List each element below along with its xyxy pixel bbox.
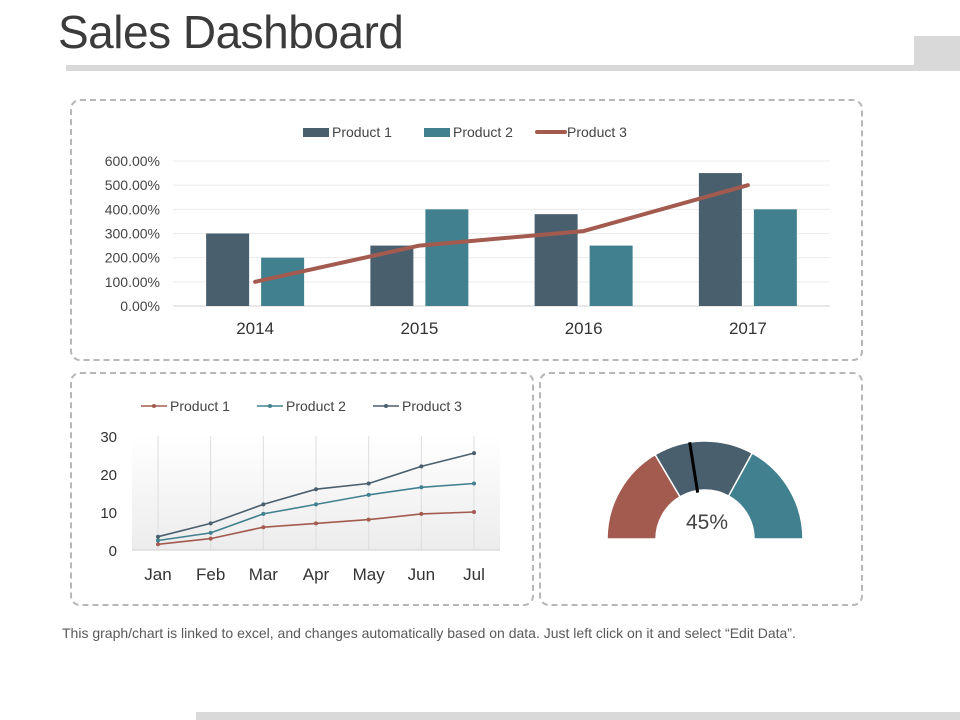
data-point: [472, 481, 476, 486]
data-point: [261, 525, 266, 530]
data-point: [156, 542, 160, 547]
gauge-needle: [688, 441, 700, 493]
data-point: [261, 511, 266, 516]
data-point: [472, 510, 476, 514]
y-tick-label: 100.00%: [105, 274, 160, 290]
data-point: [366, 481, 371, 486]
data-point: [208, 536, 213, 541]
bar-product-2: [425, 209, 469, 306]
bar-chart: 0.00% 100.00% 200.00% 300.00% 400.00% 500.00%…: [105, 124, 830, 338]
legend-label: Product 3: [567, 124, 627, 140]
y-tick-label: 400.00%: [105, 201, 160, 217]
legend-label: Product 3: [402, 398, 462, 414]
data-point: [314, 502, 318, 507]
x-tick-label: 2017: [729, 319, 767, 338]
legend-label: Product 2: [286, 398, 346, 414]
title-underline: [66, 65, 914, 71]
data-point: [314, 487, 318, 492]
data-point: [156, 538, 160, 543]
data-point: [366, 492, 371, 497]
x-tick-label: Jun: [408, 565, 435, 584]
y-tick-label: 30: [100, 429, 117, 446]
y-tick-label: 0.00%: [120, 298, 160, 314]
data-point: [208, 521, 213, 526]
x-tick-label: 2014: [236, 319, 274, 338]
x-tick-label: 2016: [565, 319, 603, 338]
y-tick-label: 300.00%: [105, 226, 160, 242]
footnote-text: This graph/chart is linked to excel, and…: [62, 625, 796, 641]
legend-label: Product 2: [453, 124, 513, 140]
x-tick-label: Jul: [463, 565, 485, 584]
data-point: [419, 464, 424, 469]
x-tick-label: Feb: [196, 565, 225, 584]
x-tick-label: May: [353, 565, 386, 584]
legend-swatch: [424, 128, 450, 137]
data-point: [419, 485, 424, 490]
x-tick-label: Jan: [144, 565, 171, 584]
bar-product-2: [261, 257, 305, 306]
legend-marker: [384, 404, 388, 408]
y-tick-label: 500.00%: [105, 177, 160, 193]
data-point: [472, 451, 476, 456]
y-tick-label: 0: [109, 543, 117, 560]
line-chart-panel[interactable]: [70, 372, 534, 606]
data-point: [208, 530, 213, 535]
bar-product-1: [534, 214, 578, 306]
y-tick-label: 200.00%: [105, 250, 160, 266]
legend-swatch: [303, 128, 329, 137]
bar-product-1: [206, 233, 250, 306]
legend-label: Product 1: [170, 398, 230, 414]
line-chart: Jan Feb Mar Apr May Jun Jul 0 10 20 30 Product 1 Pro…: [100, 398, 500, 584]
data-point: [314, 521, 318, 526]
legend-marker: [152, 404, 156, 408]
gauge-panel[interactable]: [539, 372, 863, 606]
data-point: [419, 511, 424, 516]
x-tick-label: Apr: [303, 565, 330, 584]
bar-chart-panel[interactable]: [70, 99, 863, 361]
page-title: Sales Dashboard: [58, 6, 404, 58]
x-tick-label: Mar: [249, 565, 279, 584]
bar-product-2: [753, 209, 797, 306]
legend-label: Product 1: [332, 124, 392, 140]
gauge-segment-3: [727, 452, 804, 540]
x-tick-label: 2015: [400, 319, 438, 338]
data-point: [156, 534, 160, 539]
bar-product-2: [589, 245, 633, 306]
y-tick-label: 20: [100, 467, 117, 484]
series-line-product-3: [253, 183, 750, 284]
bottom-rule: [196, 712, 960, 720]
gauge-value-label: 45%: [686, 511, 728, 534]
title-accent-block: [914, 36, 960, 71]
y-tick-label: 600.00%: [105, 153, 160, 169]
legend-marker: [268, 404, 272, 408]
data-point: [261, 502, 266, 507]
y-tick-label: 10: [100, 505, 117, 522]
data-point: [366, 517, 371, 522]
gauge-chart: 45%: [606, 440, 804, 540]
